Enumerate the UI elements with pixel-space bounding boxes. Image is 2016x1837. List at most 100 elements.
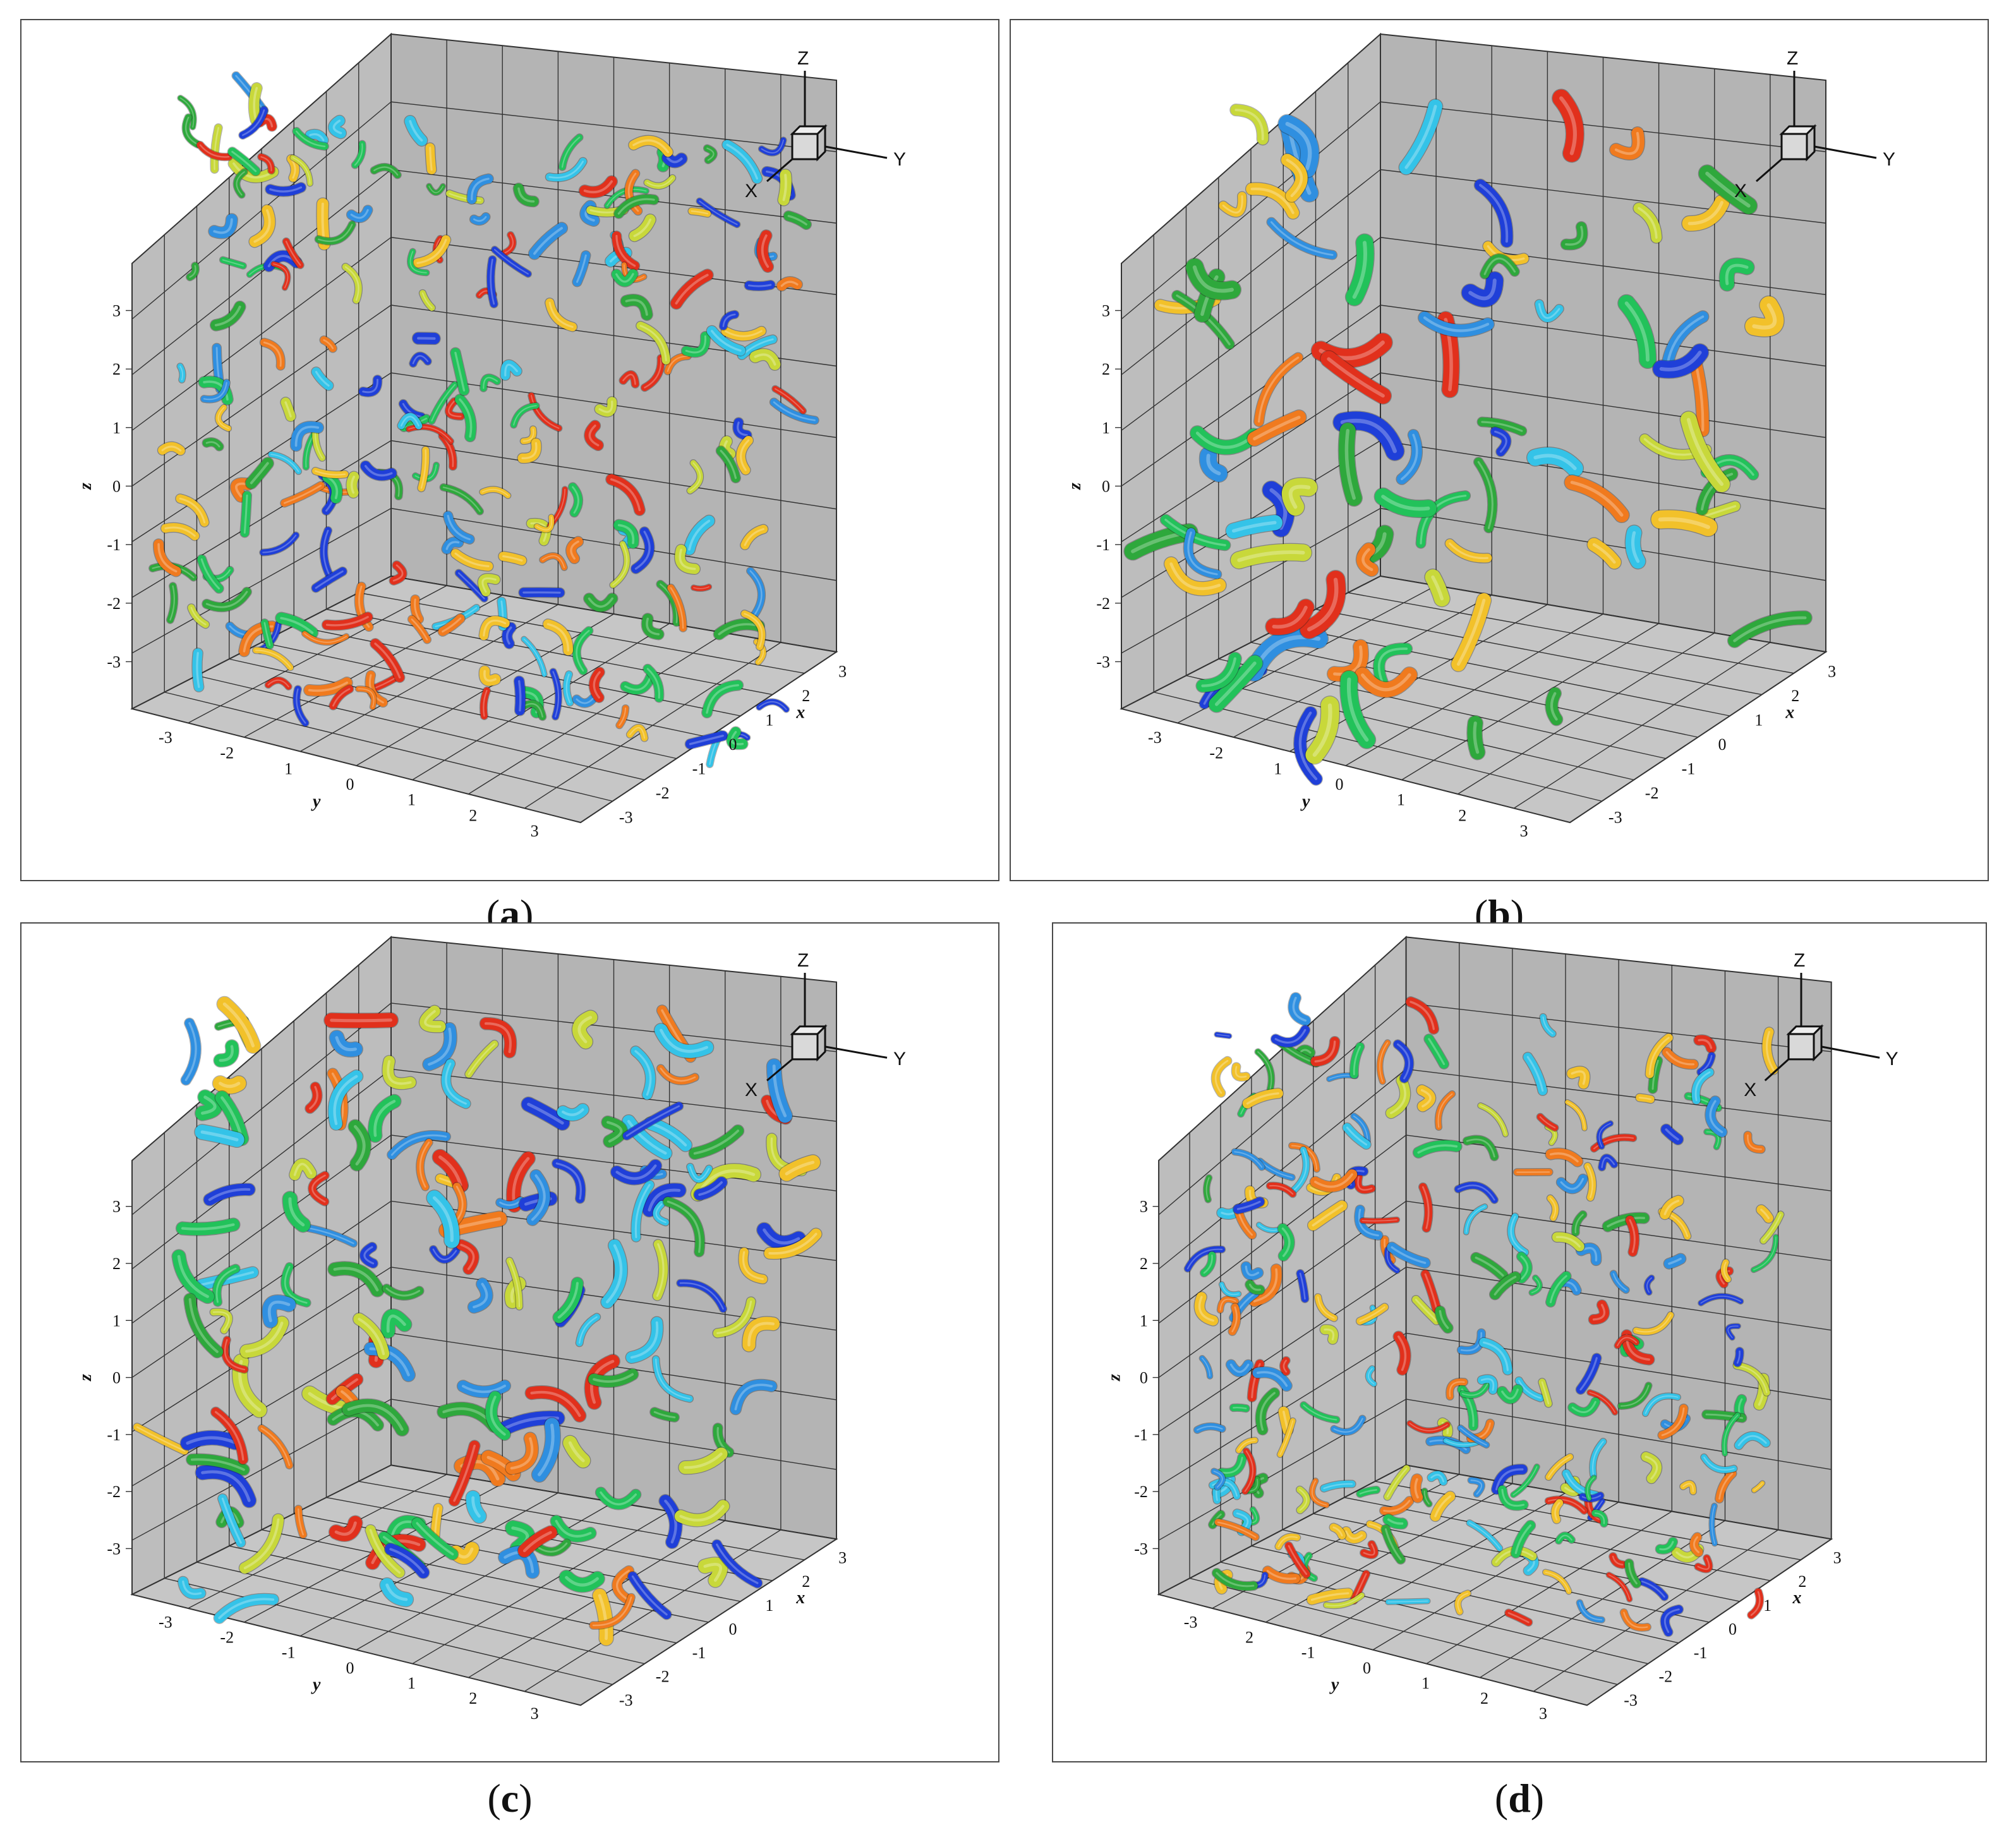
y-tick-label: -1 (282, 1644, 296, 1662)
x-tick-label: -1 (692, 1644, 706, 1662)
triad-x-label: X (1744, 1080, 1756, 1100)
vortex-structures (133, 996, 823, 1646)
z-axis-label: z (76, 1374, 95, 1382)
triad-z-label: Z (797, 950, 809, 971)
triad-z-label: Z (797, 48, 809, 69)
x-tick-label: -2 (656, 784, 670, 802)
z-tick-label: -3 (107, 1539, 121, 1558)
y-tick-label: 2 (469, 806, 477, 824)
y-axis-label: y (1329, 1675, 1339, 1695)
y-tick-label: 3 (1539, 1704, 1547, 1723)
x-tick-label: 2 (1791, 687, 1799, 705)
z-tick-label: 3 (112, 302, 121, 320)
triad-x-label: X (745, 1080, 758, 1100)
plot-frame-c: 3 2 1 0 -1 -2 -3 -3 -2 -1 0 1 2 3 -3 -2 -1 0 1 2 3 y x z Z Y X (20, 922, 999, 1762)
x-tick-label: 3 (1828, 662, 1836, 680)
y-tick-label: 1 (1274, 759, 1282, 778)
y-tick-label: -3 (1148, 728, 1162, 747)
z-tick-label: 3 (1102, 302, 1110, 320)
z-tick-label: -1 (107, 536, 121, 554)
y-tick-label: -2 (220, 1629, 234, 1647)
y-tick-label: 1 (1421, 1674, 1430, 1692)
y-tick-label: 1 (407, 791, 416, 809)
z-tick-label: 2 (1102, 360, 1110, 378)
x-tick-label: 3 (838, 1549, 847, 1567)
orientation-triad-icon (766, 972, 888, 1081)
y-tick-label: -2 (220, 744, 234, 762)
z-tick-label: -1 (1096, 536, 1110, 554)
triad-x-label: X (745, 181, 758, 202)
vortex-structures (148, 71, 819, 768)
panel-b: 3 2 1 0 -1 -2 -3 -3 -2 1 0 1 2 3 -3 -2 -1 0 1 2 3 y x z Z Y X (b) (1010, 19, 1989, 936)
orientation-triad-icon (1756, 71, 1877, 183)
x-tick-label: -1 (692, 760, 706, 778)
z-tick-label: -3 (107, 653, 121, 671)
y-tick-label: -3 (159, 1613, 172, 1632)
x-tick-label: 0 (729, 1620, 737, 1638)
z-tick-label: 2 (112, 360, 121, 378)
y-tick-label: 0 (346, 775, 354, 793)
y-tick-label: 0 (1336, 775, 1344, 793)
z-tick-label: -1 (107, 1426, 121, 1444)
panel-d: 3 2 1 0 -1 -2 -3 -3 2 -1 0 1 2 3 -3 -2 -1 0 1 2 3 y x z Z Y X (d) (1052, 922, 1987, 1821)
z-axis-label: z (1104, 1374, 1124, 1382)
z-tick-label: 1 (1102, 419, 1110, 437)
x-tick-label: 2 (802, 1572, 810, 1591)
triad-z-label: Z (1787, 48, 1798, 69)
orientation-triad-icon (1764, 972, 1880, 1081)
y-tick-label: 2 (1458, 806, 1466, 824)
x-tick-label: -1 (1682, 760, 1696, 778)
x-tick-label: 1 (765, 1596, 773, 1615)
y-tick-label: 2 (1245, 1629, 1253, 1647)
y-tick-label: 2 (1480, 1689, 1488, 1708)
z-axis-label: z (76, 483, 95, 490)
x-tick-label: -2 (1658, 1668, 1672, 1686)
x-tick-label: 2 (802, 687, 810, 705)
x-tick-label: -2 (1645, 784, 1659, 802)
z-tick-label: 1 (112, 419, 121, 437)
x-tick-label: 1 (765, 711, 773, 729)
y-axis-label: y (311, 1675, 321, 1695)
triad-y-label: Y (1883, 149, 1895, 170)
vortex-structures (1183, 992, 1785, 1637)
x-tick-label: -1 (1694, 1644, 1708, 1662)
z-tick-label: -3 (1096, 653, 1110, 671)
z-tick-label: 0 (1102, 478, 1110, 496)
tick-labels: 3 2 1 0 -1 -2 -3 -3 -2 1 0 1 2 3 -3 -2 -1 0 1 2 3 (1096, 302, 1836, 841)
y-tick-label: -1 (1301, 1644, 1315, 1662)
z-tick-label: 0 (1140, 1369, 1148, 1387)
z-tick-label: 2 (1140, 1255, 1148, 1273)
y-tick-label: -2 (1209, 744, 1223, 762)
z-tick-label: -2 (1134, 1483, 1148, 1501)
x-tick-label: 1 (1763, 1596, 1772, 1615)
x-tick-label: -3 (1624, 1691, 1638, 1709)
x-tick-label: 0 (1729, 1620, 1737, 1638)
y-tick-label: 1 (284, 759, 293, 778)
z-tick-label: 1 (1140, 1311, 1148, 1330)
panel-c: 3 2 1 0 -1 -2 -3 -3 -2 -1 0 1 2 3 -3 -2 -1 0 1 2 3 y x z Z Y X (c) (20, 922, 999, 1821)
x-axis-label: x (795, 1588, 805, 1608)
y-tick-label: 3 (1520, 822, 1528, 840)
orientation-triad-icon (766, 71, 888, 183)
x-tick-label: -2 (656, 1668, 670, 1686)
z-tick-label: -1 (1134, 1426, 1148, 1444)
x-tick-label: 1 (1754, 711, 1763, 729)
y-tick-label: 0 (1363, 1659, 1371, 1677)
triad-z-label: Z (1794, 950, 1805, 971)
z-tick-label: -2 (107, 594, 121, 613)
x-axis-label: x (1792, 1588, 1802, 1608)
x-tick-label: 2 (1798, 1572, 1806, 1591)
z-tick-label: -2 (107, 1483, 121, 1501)
plot-frame-d: 3 2 1 0 -1 -2 -3 -3 2 -1 0 1 2 3 -3 -2 -1 0 1 2 3 y x z Z Y X (1052, 922, 1987, 1762)
y-tick-label: 3 (531, 822, 539, 840)
chart-svg-b: 3 2 1 0 -1 -2 -3 -3 -2 1 0 1 2 3 -3 -2 -1 0 1 2 3 y x z Z Y X (1065, 32, 1895, 841)
plot-frame-a: 3 2 1 0 -1 -2 -3 -3 -2 1 0 1 2 3 -3 -2 -1 0 1 2 3 y x z Z Y X (20, 19, 999, 881)
chart-svg-d: 3 2 1 0 -1 -2 -3 -3 2 -1 0 1 2 3 -3 -2 -1 0 1 2 3 y x z Z Y X (1104, 936, 1898, 1723)
floor-plane (1157, 1464, 1833, 1706)
plot-frame-b: 3 2 1 0 -1 -2 -3 -3 -2 1 0 1 2 3 -3 -2 -1 0 1 2 3 y x z Z Y X (1010, 19, 1989, 881)
z-tick-label: -3 (1134, 1539, 1148, 1558)
vortex-structures (1123, 88, 1813, 786)
chart-svg-c: 3 2 1 0 -1 -2 -3 -3 -2 -1 0 1 2 3 -3 -2 -1 0 1 2 3 y x z Z Y X (76, 936, 906, 1723)
x-tick-label: 0 (1718, 735, 1727, 754)
tick-labels: 3 2 1 0 -1 -2 -3 -3 2 -1 0 1 2 3 -3 -2 -1 0 1 2 3 (1134, 1198, 1841, 1723)
